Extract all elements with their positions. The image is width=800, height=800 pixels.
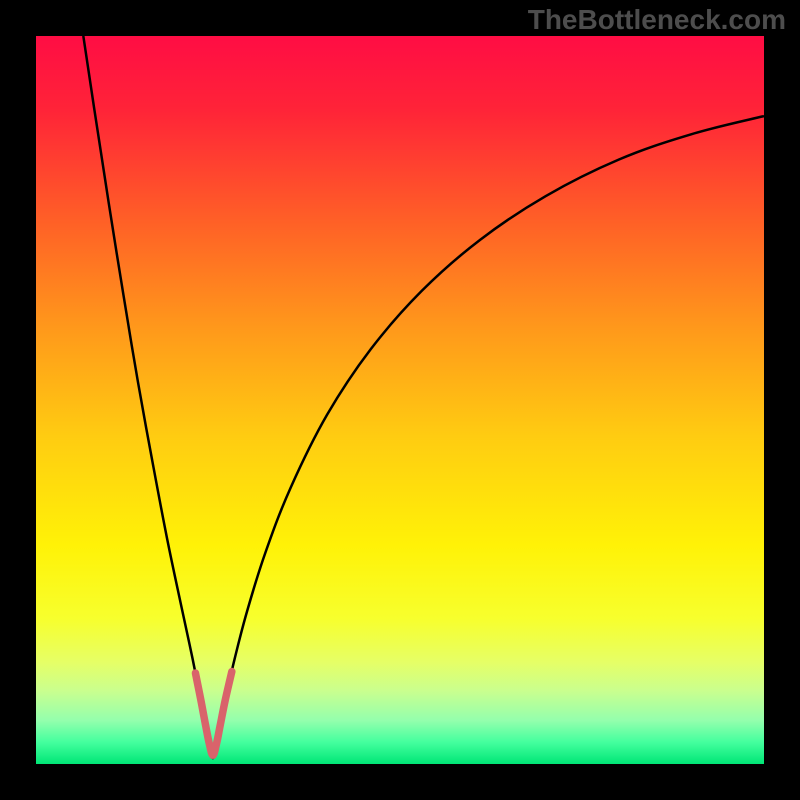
watermark-text: TheBottleneck.com bbox=[528, 4, 786, 36]
chart-frame: TheBottleneck.com bbox=[0, 0, 800, 800]
bottleneck-chart bbox=[0, 0, 800, 800]
